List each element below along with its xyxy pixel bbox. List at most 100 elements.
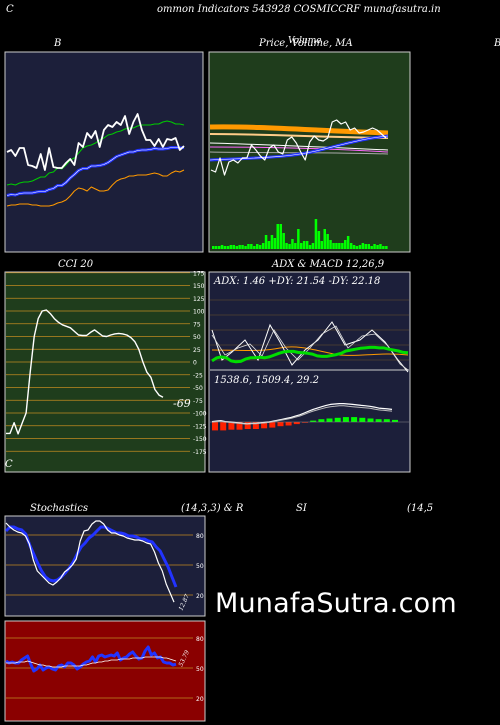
minus-dy-line (211, 346, 409, 356)
volume-bar (385, 246, 388, 249)
macd-histogram-bar (212, 422, 218, 431)
cci-tick-label: -150 (193, 436, 207, 443)
macd-histogram-bar (236, 422, 243, 430)
volume-bar (229, 245, 233, 249)
volume-bar (232, 245, 235, 249)
volume-bar (376, 245, 379, 249)
volume-bar (282, 233, 285, 249)
rsi-tick-label: 80 (196, 636, 204, 643)
volume-bar (358, 245, 362, 249)
volume-bar (349, 243, 353, 249)
volume-bar (291, 239, 294, 249)
bollinger-panel (4, 51, 204, 253)
volume-bar (261, 243, 265, 249)
macd-histogram-bar (367, 418, 374, 422)
volume-bar (285, 243, 288, 249)
volume-bar (220, 245, 224, 249)
macd-histogram-bar (220, 422, 227, 431)
macd-histogram-bar (359, 417, 366, 422)
macd-histogram-bar (277, 422, 284, 427)
volume-bar (250, 244, 253, 249)
volume-bar (294, 243, 297, 249)
adx-line (211, 345, 409, 364)
volume-bar (332, 243, 335, 249)
volume-bar (226, 246, 230, 249)
volume-bar (370, 246, 373, 249)
cci-tick-label: -25 (193, 372, 203, 379)
volume-bar (235, 246, 238, 249)
volume-bar (273, 238, 277, 249)
volume-bar (247, 244, 250, 249)
volume-bar (270, 235, 274, 249)
volume-bar (214, 246, 218, 249)
volume-bar (244, 246, 247, 249)
macd-histogram-bar (252, 422, 259, 429)
cci-tick-label: 0 (193, 360, 197, 367)
macd-histogram-bar (310, 420, 317, 422)
cci-panel (4, 271, 206, 473)
adx-macd-panel-label: ADX & MACD 12,26,9 (272, 259, 385, 270)
cci-tick-label: 125 (193, 296, 205, 303)
volume-bar (355, 246, 359, 249)
macd-histogram-bar (293, 422, 300, 425)
volume-bar (258, 245, 262, 249)
cci-tick-label: -50 (193, 385, 203, 392)
cci-tick-label: -125 (193, 423, 207, 430)
rsi-tick-label: 20 (196, 696, 204, 703)
macd-histogram-bar (375, 419, 382, 422)
volume-bar (379, 244, 382, 249)
macd-signal-line (211, 405, 393, 425)
volume-bar (217, 246, 221, 249)
cci-tick-label: 175 (193, 270, 205, 277)
cci-line (6, 309, 164, 435)
volume-bar (352, 245, 356, 249)
stoch-tick-label: 80 (196, 533, 204, 540)
cci-tick-label: -100 (193, 411, 207, 418)
cci-tick-label: 25 (193, 347, 201, 354)
volume-bar (341, 243, 344, 249)
macd-histogram-bar (228, 422, 235, 430)
volume-bar (238, 245, 241, 249)
cci-value-label: -69 (173, 397, 191, 410)
volume-bar (382, 246, 385, 249)
cci-tick-label: -175 (193, 449, 207, 456)
price-line (210, 119, 387, 176)
ma-line-pink (209, 146, 389, 153)
bollinger-lower-band (6, 169, 185, 207)
stoch-tick-label: 50 (196, 563, 204, 570)
stoch-d-line (4, 525, 178, 588)
volume-bar (311, 243, 315, 249)
volume-bar (223, 246, 227, 249)
volume-overlay-label: Volume (288, 36, 322, 46)
volume-bar (323, 229, 326, 249)
page-title: ommon Indicators 543928 COSMICCRF munafa… (157, 4, 441, 15)
macd-histogram-bar (318, 419, 325, 422)
rsi-tick-label: 50 (196, 666, 204, 673)
volume-bar (305, 241, 309, 249)
macd-histogram-bar (342, 417, 349, 422)
volume-bar (288, 244, 291, 249)
bottom-left-letter: C (5, 459, 13, 470)
cci-tick-label: 50 (193, 334, 201, 341)
ma-line-grey (209, 151, 389, 155)
volume-bar (297, 229, 300, 249)
stochastics-params: (14,3,3) & R (181, 503, 244, 514)
stoch-tick-label: 20 (196, 593, 204, 600)
volume-bar (373, 244, 376, 249)
bollinger-upper-band (6, 120, 185, 186)
macd-readout: 1538.6, 1509.4, 29.2 (214, 375, 319, 386)
volume-bar (317, 231, 321, 249)
volume-bar (253, 246, 256, 249)
bollinger-middle-band-core (6, 147, 185, 196)
minus-dy-line-white (211, 325, 409, 371)
cci-tick-label: -75 (193, 398, 203, 405)
macd-histogram-bar (285, 422, 292, 426)
watermark: MunafaSutra.com (215, 588, 457, 619)
volume-bar (264, 235, 268, 249)
volume-bar (367, 244, 370, 249)
macd-histogram-bar (334, 417, 341, 422)
volume-bar (308, 245, 312, 249)
volume-bar (267, 241, 271, 249)
ma-band-light (209, 133, 389, 139)
